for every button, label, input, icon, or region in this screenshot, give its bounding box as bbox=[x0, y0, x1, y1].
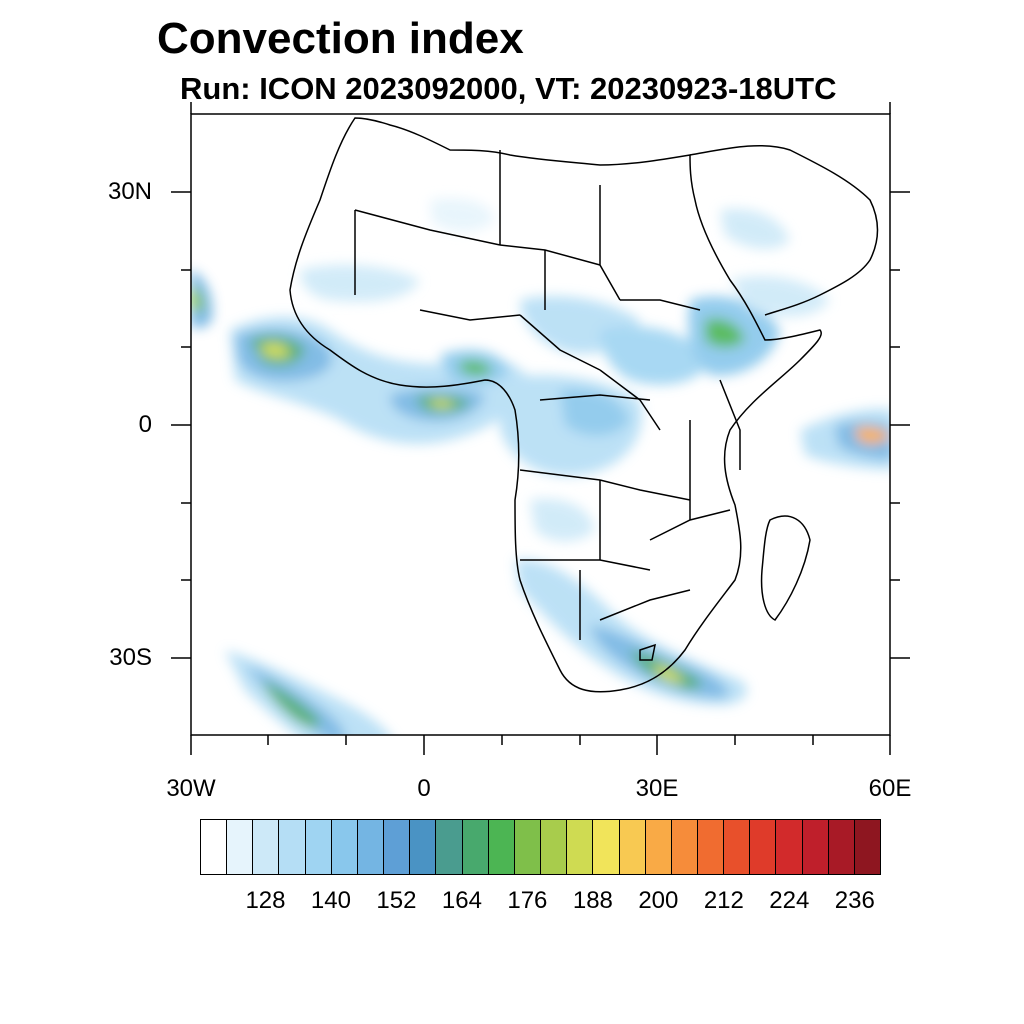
colorbar-tick-label: 128 bbox=[245, 887, 286, 914]
convection-field bbox=[191, 198, 890, 735]
colorbar-swatch bbox=[802, 820, 829, 874]
colorbar-swatch bbox=[645, 820, 672, 874]
map-title: Convection index bbox=[157, 14, 524, 63]
colorbar-swatch bbox=[593, 820, 620, 874]
colorbar-tick-label: 152 bbox=[376, 887, 417, 914]
lat-label-0: 0 bbox=[138, 411, 152, 438]
colorbar-swatch bbox=[776, 820, 803, 874]
colorbar-tick-label: 236 bbox=[834, 887, 875, 914]
coastlines bbox=[289, 117, 879, 693]
colorbar-swatch bbox=[384, 820, 411, 874]
colorbar-tick-label: 188 bbox=[572, 887, 613, 914]
colorbar-tick-label: 212 bbox=[703, 887, 744, 914]
lon-label-30e: 30E bbox=[635, 775, 679, 802]
lat-label-30s: 30S bbox=[109, 644, 152, 671]
colorbar-swatch bbox=[619, 820, 646, 874]
colorbar-tick-label: 140 bbox=[310, 887, 351, 914]
colorbar-swatch bbox=[488, 820, 515, 874]
lon-label-30w: 30W bbox=[166, 775, 216, 802]
colorbar-swatch bbox=[279, 820, 306, 874]
colorbar-tick-label: 224 bbox=[769, 887, 810, 914]
colorbar bbox=[200, 819, 881, 875]
colorbar-swatch bbox=[436, 820, 463, 874]
colorbar-swatch bbox=[671, 820, 698, 874]
lon-label-0: 0 bbox=[417, 775, 431, 802]
colorbar-swatch bbox=[253, 820, 280, 874]
axis-ticks bbox=[171, 102, 910, 755]
colorbar-swatch bbox=[227, 820, 254, 874]
colorbar-tick-label: 200 bbox=[638, 887, 679, 914]
colorbar-swatch bbox=[410, 820, 437, 874]
colorbar-tick-label: 164 bbox=[441, 887, 482, 914]
lon-label-60e: 60E bbox=[868, 775, 912, 802]
colorbar-swatch bbox=[541, 820, 568, 874]
colorbar-swatch bbox=[331, 820, 358, 874]
map-subtitle: Run: ICON 2023092000, VT: 20230923-18UTC bbox=[180, 71, 837, 106]
colorbar-swatch bbox=[462, 820, 489, 874]
colorbar-swatch bbox=[567, 820, 594, 874]
colorbar-swatch bbox=[305, 820, 332, 874]
colorbar-swatch bbox=[357, 820, 385, 874]
colorbar-swatch bbox=[828, 820, 855, 874]
colorbar-swatch bbox=[854, 820, 881, 874]
colorbar-swatch bbox=[514, 820, 542, 874]
lat-label-30n: 30N bbox=[107, 178, 152, 205]
colorbar-swatch bbox=[724, 820, 751, 874]
colorbar-tick-label: 176 bbox=[507, 887, 548, 914]
colorbar-swatch bbox=[201, 820, 228, 874]
colorbar-swatch bbox=[697, 820, 725, 874]
colorbar-swatch bbox=[750, 820, 777, 874]
